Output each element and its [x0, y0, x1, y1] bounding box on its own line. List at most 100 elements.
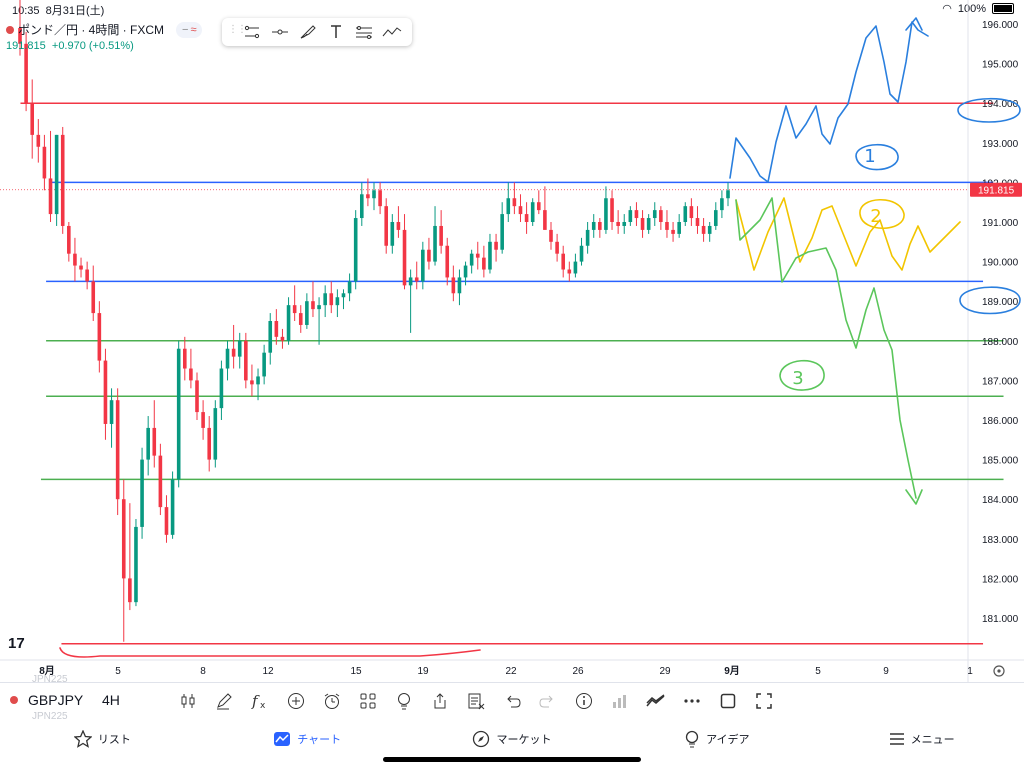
- horizontal-line-icon[interactable]: [266, 18, 294, 46]
- candle-body: [445, 245, 450, 278]
- scenario-3-path: [735, 197, 917, 499]
- candle: [616, 210, 620, 234]
- candle: [201, 400, 205, 440]
- candle-type-icon[interactable]: [170, 689, 206, 713]
- candle-body: [536, 202, 541, 211]
- volume-bars-icon[interactable]: [602, 689, 638, 713]
- indicator-toggle[interactable]: − ≈: [176, 22, 203, 38]
- candle: [128, 503, 132, 611]
- layout-grid-icon[interactable]: [350, 689, 386, 713]
- candle: [439, 210, 443, 254]
- pencil-icon[interactable]: [206, 689, 242, 713]
- candle-body: [115, 400, 120, 500]
- tab-list[interactable]: リスト: [0, 722, 205, 756]
- timeframe-selector[interactable]: 4H: [102, 692, 120, 708]
- time-tick-label: 19: [417, 666, 429, 677]
- candle: [579, 237, 584, 266]
- candle: [298, 305, 303, 333]
- tab-ideas[interactable]: アイデア: [614, 722, 819, 756]
- candle-body: [488, 241, 492, 270]
- compare-icon[interactable]: [638, 689, 674, 713]
- info-icon[interactable]: [566, 689, 602, 713]
- trend-line-icon[interactable]: [238, 18, 266, 46]
- candle: [622, 214, 627, 234]
- more-icon[interactable]: [674, 689, 710, 713]
- candle: [512, 182, 517, 215]
- candle: [390, 214, 395, 254]
- gear-ring: [993, 665, 1005, 677]
- brush-icon[interactable]: [294, 18, 322, 46]
- candle: [628, 206, 633, 226]
- candle: [494, 233, 498, 262]
- drag-handle-icon[interactable]: ⋮⋮: [228, 24, 247, 35]
- time-tick-label: 5: [815, 666, 821, 677]
- candle: [701, 218, 706, 242]
- candle-body: [128, 578, 132, 603]
- candle: [256, 368, 260, 401]
- candle: [24, 31, 28, 112]
- candle: [475, 241, 480, 270]
- undo-icon[interactable]: [494, 689, 530, 713]
- notes-icon[interactable]: [458, 689, 494, 713]
- candle: [207, 416, 212, 472]
- time-tick-label: 15: [350, 666, 362, 677]
- candle-body: [695, 218, 700, 226]
- scenario-label-2: 2: [870, 206, 881, 227]
- time-tick-label: 5: [115, 666, 121, 677]
- price-chart[interactable]: 196.000195.000194.000193.000192.000191.0…: [0, 0, 1024, 682]
- alarm-icon[interactable]: [314, 689, 350, 713]
- fullscreen-icon[interactable]: [746, 689, 782, 713]
- candle-body: [280, 336, 285, 341]
- candle-body: [671, 229, 675, 234]
- candle-body: [659, 210, 663, 222]
- candle: [60, 126, 65, 234]
- candle-body: [421, 249, 425, 282]
- candle-body: [433, 225, 437, 262]
- redo-icon[interactable]: [530, 689, 566, 713]
- tab-chart[interactable]: チャート: [205, 722, 410, 756]
- candle: [329, 281, 334, 314]
- add-icon[interactable]: [278, 689, 314, 713]
- tab-market[interactable]: マーケット: [410, 722, 615, 756]
- candle-body: [158, 455, 163, 508]
- candle-body: [91, 281, 96, 314]
- candle-body: [317, 305, 321, 310]
- symbol-selector[interactable]: GBPJPY: [28, 692, 84, 708]
- candle-body: [67, 225, 71, 254]
- tv-logo-mark: 17: [8, 635, 25, 652]
- candle-body: [530, 202, 535, 222]
- gear-center: [997, 669, 1001, 673]
- tab-label: チャート: [297, 734, 342, 746]
- candle: [695, 206, 700, 234]
- candle-body: [689, 206, 694, 219]
- tab-menu[interactable]: メニュー: [819, 722, 1024, 756]
- scenario-3-circle: [779, 359, 825, 391]
- candle-body: [726, 190, 730, 199]
- candle: [305, 293, 309, 329]
- chart-title[interactable]: ポンド／円 · 4時間 · FXCM: [18, 23, 164, 37]
- share-icon[interactable]: [422, 689, 458, 713]
- candle-body: [683, 206, 688, 222]
- channel-icon[interactable]: [350, 18, 378, 46]
- candle-body: [359, 194, 364, 219]
- path-icon[interactable]: [378, 18, 406, 46]
- scenario-1-circle: [855, 144, 899, 171]
- price-tick-label: 181.000: [982, 614, 1019, 625]
- candle-body: [366, 194, 370, 199]
- candle: [225, 340, 230, 381]
- candle: [524, 202, 529, 234]
- candle: [421, 241, 425, 290]
- candle: [598, 218, 602, 238]
- candle: [42, 134, 47, 191]
- text-icon[interactable]: [322, 18, 350, 46]
- price-tick-label: 190.000: [982, 258, 1019, 269]
- candle-body: [335, 297, 340, 306]
- idea-bulb-icon[interactable]: [386, 689, 422, 713]
- candle-body: [634, 210, 639, 219]
- candle: [335, 289, 340, 318]
- candle-body: [140, 459, 144, 527]
- candle: [713, 202, 718, 230]
- candle-body: [268, 321, 273, 353]
- rectangle-icon[interactable]: [710, 689, 746, 713]
